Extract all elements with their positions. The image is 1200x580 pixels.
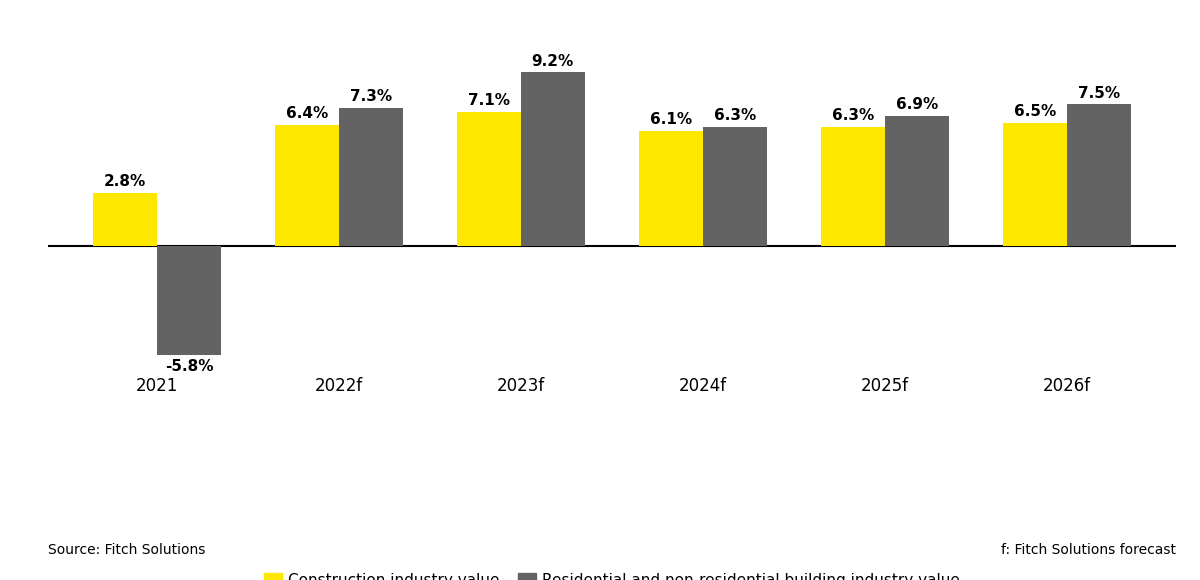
Text: 2023f: 2023f [497,376,545,394]
Text: 7.3%: 7.3% [350,89,392,104]
Bar [1067,104,1130,246]
Text: 6.3%: 6.3% [832,108,874,124]
Bar [457,112,521,246]
Bar [521,72,584,246]
Text: 7.1%: 7.1% [468,93,510,108]
Bar [157,246,221,355]
Bar [640,130,703,246]
Text: 6.3%: 6.3% [714,108,756,124]
Text: 2021: 2021 [136,376,179,394]
Bar [703,127,767,246]
Text: 6.1%: 6.1% [650,112,692,127]
Text: -5.8%: -5.8% [164,359,214,374]
Text: 2022f: 2022f [314,376,364,394]
Text: 6.5%: 6.5% [1014,104,1056,119]
Text: 9.2%: 9.2% [532,53,574,68]
Bar [1003,124,1067,246]
Bar [276,125,340,246]
Text: 2026f: 2026f [1043,376,1091,394]
Text: 6.4%: 6.4% [286,106,329,121]
Text: 2025f: 2025f [860,376,908,394]
Bar [821,127,884,246]
Legend: Construction industry value, Residential and non-residential building industry v: Construction industry value, Residential… [258,567,966,580]
Text: f: Fitch Solutions forecast: f: Fitch Solutions forecast [1001,543,1176,557]
Bar [340,108,403,246]
Text: 2.8%: 2.8% [104,174,146,189]
Text: Source: Fitch Solutions: Source: Fitch Solutions [48,543,205,557]
Bar [884,115,948,246]
Bar [94,193,157,246]
Text: 6.9%: 6.9% [895,97,938,112]
Text: 2024f: 2024f [679,376,727,394]
Text: 7.5%: 7.5% [1078,86,1120,101]
